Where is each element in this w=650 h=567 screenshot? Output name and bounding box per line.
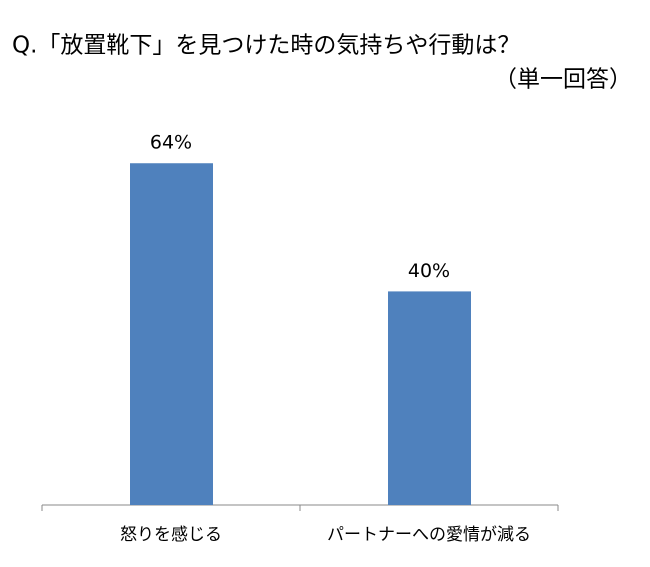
chart-subtitle: （単一回答） — [494, 67, 632, 93]
x-tick-label: 怒りを感じる — [120, 525, 222, 545]
bar — [130, 163, 213, 506]
value-label: 64% — [150, 132, 192, 154]
chart-title: Q.「放置靴下」を見つけた時の気持ちや行動は？ — [12, 33, 520, 59]
bar — [388, 291, 471, 505]
value-label: 40% — [408, 260, 450, 282]
x-tick-label: パートナーへの愛情が減る — [327, 525, 531, 545]
